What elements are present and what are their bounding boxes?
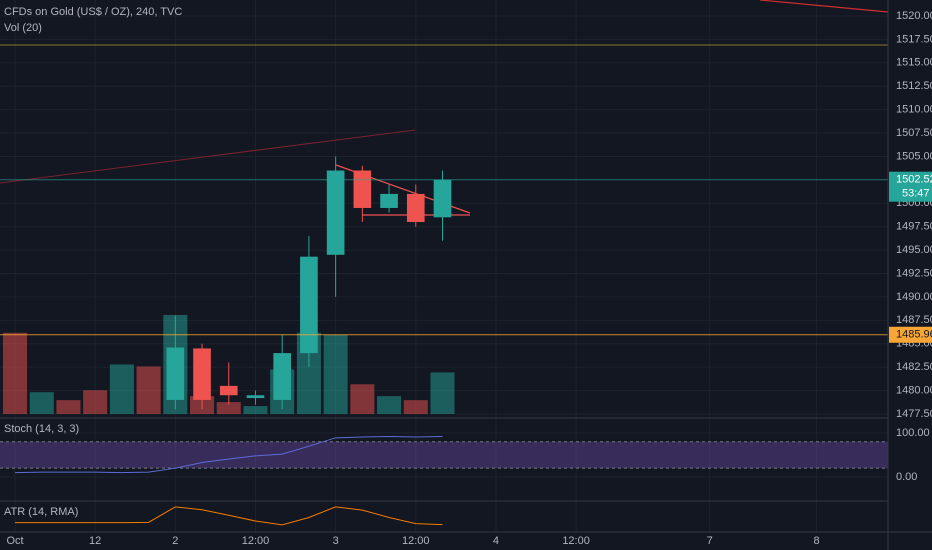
volume-bar [430, 372, 455, 414]
volume-bar [216, 402, 241, 414]
candle-body [246, 395, 265, 399]
volume-bar [323, 334, 348, 414]
y-tick-label: 1517.50 [896, 33, 932, 45]
y-tick-label: 1512.50 [896, 80, 932, 92]
candle-body [353, 170, 372, 208]
alert-price-label: 1485.96 [896, 329, 932, 341]
y-tick-label: 1510.00 [896, 104, 932, 116]
y-tick-label: 1515.00 [896, 57, 932, 69]
y-tick-label: 1507.50 [896, 127, 932, 139]
indicator-line [15, 506, 443, 526]
y-tick-label: 1497.50 [896, 221, 932, 233]
candle-body [219, 385, 238, 396]
x-tick-label: 2 [172, 535, 178, 547]
x-tick-label: 12 [89, 535, 101, 547]
volume-bar [377, 396, 402, 414]
y-tick-label: 0.00 [896, 471, 917, 483]
candle-body [433, 179, 452, 218]
volume-bar [29, 392, 54, 414]
candle-body [193, 348, 211, 400]
volume-bar [56, 400, 81, 414]
y-tick-label: 1490.00 [896, 291, 932, 303]
chart-title: CFDs on Gold (US$ / OZ), 240, TVC [4, 6, 182, 18]
y-tick-label: 1505.00 [896, 150, 932, 162]
volume-bar [243, 406, 268, 414]
y-tick-label: 1520.00 [896, 10, 932, 22]
x-tick-label: 4 [493, 535, 499, 547]
stoch-band [0, 441, 888, 469]
x-tick-label: 12:00 [562, 535, 590, 547]
last-price-label: 1502.52 [896, 174, 932, 186]
plot [0, 156, 888, 526]
drawing-line [0, 129, 416, 184]
last-price-box [889, 171, 932, 202]
x-tick-label: 12:00 [242, 535, 270, 547]
volume-bar [3, 332, 28, 414]
indicator-line [15, 436, 443, 474]
candle-body [380, 193, 398, 208]
candle-body [166, 347, 185, 400]
volume-bar [136, 366, 161, 414]
candle-body [326, 170, 345, 255]
candle-body [273, 353, 292, 400]
volume-title: Vol (20) [4, 22, 42, 34]
volume-bar [350, 384, 375, 414]
stoch-title: Stoch (14, 3, 3) [4, 423, 79, 435]
x-tick-label: 7 [707, 535, 713, 547]
axes: Oct 12 2 12:00 3 12:00 4 12:00 7 8 1477.50 1480.00 1… [6, 10, 932, 547]
alert-price-box [889, 326, 932, 343]
volume-bar [403, 400, 428, 414]
atr-title: ATR (14, RMA) [4, 506, 78, 518]
x-tick-label: 3 [333, 535, 339, 547]
candle-body [406, 193, 425, 223]
countdown-label: 53:47 [902, 188, 930, 200]
candle-body [300, 256, 318, 354]
x-tick-label: Oct [6, 535, 23, 547]
volume-bar [109, 364, 134, 414]
y-tick-label: 1495.00 [896, 244, 932, 256]
y-tick-label: 100.00 [896, 427, 930, 439]
y-tick-label: 1480.00 [896, 384, 932, 396]
y-tick-label: 1482.50 [896, 361, 932, 373]
y-tick-label: 1477.50 [896, 408, 932, 420]
volume-bar [83, 390, 108, 414]
y-tick-label: 1487.50 [896, 314, 932, 326]
drawing-line [759, 0, 889, 13]
y-tick-label: 1492.50 [896, 267, 932, 279]
x-tick-label: 12:00 [402, 535, 430, 547]
x-tick-label: 8 [813, 535, 819, 547]
